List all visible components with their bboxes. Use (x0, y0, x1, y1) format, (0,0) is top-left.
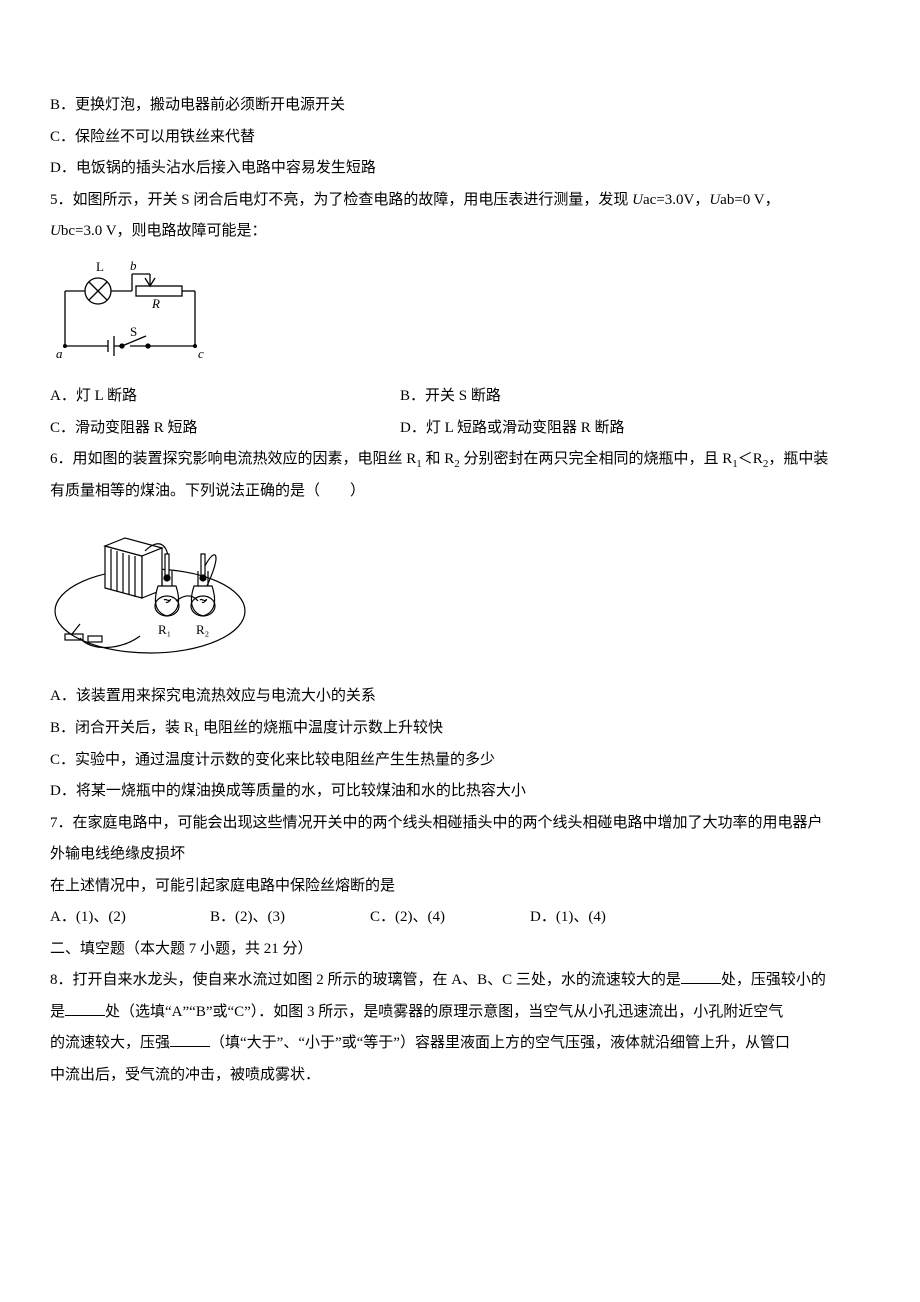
q7-line3: 在上述情况中，可能引起家庭电路中保险丝熔断的是 (50, 871, 870, 903)
q8-blank-1 (681, 969, 721, 984)
q5-line2-suffix: ，则电路故障可能是： (117, 223, 267, 239)
q6-stem-line2: 有质量相等的煤油。下列说法正确的是（ ） (50, 476, 870, 508)
circuit-label-l: L (96, 259, 104, 274)
q6-option-c: C．实验中，通过温度计示数的变化来比较电阻丝产生生热量的多少 (50, 745, 870, 777)
q6-stem-line1: 6．用如图的装置探究影响电流热效应的因素，电阻丝 R1 和 R2 分别密封在两只… (50, 444, 870, 476)
q5-ubc-value: bc=3.0 V (61, 223, 117, 239)
q8-l3-suffix: （填“大于”、“小于”或“等于”）容器里液面上方的空气压强，液体就沿细管上升，从… (210, 1035, 790, 1051)
q6-option-a: A．该装置用来探究电流热效应与电流大小的关系 (50, 681, 870, 713)
q7-line1: 7．在家庭电路中，可能会出现这些情况开关中的两个线头相碰插头中的两个线头相碰电路… (50, 808, 870, 840)
q5-uab-value: ab=0 V， (720, 192, 779, 208)
q7-option-c: C．(2)、(4) (370, 902, 530, 934)
q8-line2: 是 处（选填“A”“B”或“C”）．如图 3 所示，是喷雾器的原理示意图，当空气从… (50, 997, 870, 1029)
q8-line4: 中流出后，受气流的冲击，被喷成雾状． (50, 1060, 870, 1092)
q6-stem-mid3: ＜R (738, 451, 763, 467)
q6-stem-mid1: 和 R (422, 451, 455, 467)
circuit-label-a: a (56, 346, 63, 361)
figure-label-r1: R₁ (158, 622, 171, 637)
q6-optb-prefix: B．闭合开关后，装 R (50, 720, 194, 736)
q6-stem-prefix: 6．用如图的装置探究影响电流热效应的因素，电阻丝 R (50, 451, 416, 467)
option-b-text: B．更换灯泡，搬动电器前必须断开电源开关 (50, 90, 870, 122)
q7-options: A．(1)、(2)B．(2)、(3)C．(2)、(4)D．(1)、(4) (50, 902, 870, 934)
q8-l3-prefix: 的流速较大，压强 (50, 1035, 170, 1051)
q8-l1-text: 8．打开自来水龙头，使自来水流过如图 2 所示的玻璃管，在 A、B、C 三处，水… (50, 972, 681, 988)
q5-uac-value: ac=3.0V， (643, 192, 709, 208)
option-c-text: C．保险丝不可以用铁丝来代替 (50, 122, 870, 154)
q8-blank-3 (170, 1032, 210, 1047)
q6-figure: R₁ R₂ (50, 516, 870, 674)
section-2-heading: 二、填空题（本大题 7 小题，共 21 分） (50, 934, 870, 966)
q5-ubc-symbol: U (50, 223, 61, 239)
q6-stem-mid2: 分别密封在两只完全相同的烧瓶中，且 R (460, 451, 733, 467)
q7-option-d: D．(1)、(4) (530, 902, 690, 934)
circuit-label-b: b (130, 258, 137, 273)
q8-line3: 的流速较大，压强 （填“大于”、“小于”或“等于”）容器里液面上方的空气压强，液体… (50, 1028, 870, 1060)
q8-l1-suffix: 处，压强较小的 (721, 972, 826, 988)
q5-option-a: A．灯 L 断路 (50, 381, 400, 413)
figure-label-r2: R₂ (196, 622, 209, 637)
q6-option-d: D．将某一烧瓶中的煤油换成等质量的水，可比较煤油和水的比热容大小 (50, 776, 870, 808)
q6-option-b: B．闭合开关后，装 R1 电阻丝的烧瓶中温度计示数上升较快 (50, 713, 870, 745)
q7-option-b: B．(2)、(3) (210, 902, 370, 934)
q6-optb-suffix: 电阻丝的烧瓶中温度计示数上升较快 (199, 720, 443, 736)
circuit-label-c: c (198, 346, 204, 361)
q5-circuit-figure: L b R S a c (50, 256, 870, 374)
option-d-text: D．电饭锅的插头沾水后接入电路中容易发生短路 (50, 153, 870, 185)
q7-option-a: A．(1)、(2) (50, 902, 210, 934)
q5-option-b: B．开关 S 断路 (400, 381, 870, 413)
circuit-label-s: S (130, 324, 137, 339)
q8-l2-mid: 处（选填“A”“B”或“C”）．如图 3 所示，是喷雾器的原理示意图，当空气从小… (105, 1004, 783, 1020)
q5-options-row2: C．滑动变阻器 R 短路 D．灯 L 短路或滑动变阻器 R 断路 (50, 413, 870, 445)
q5-option-c: C．滑动变阻器 R 短路 (50, 413, 400, 445)
q7-line2: 外输电线绝缘皮损坏 (50, 839, 870, 871)
q5-stem-line1: 5．如图所示，开关 S 闭合后电灯不亮，为了检查电路的故障，用电压表进行测量，发… (50, 185, 870, 217)
q5-uab-symbol: U (709, 192, 720, 208)
q8-blank-2 (65, 1001, 105, 1016)
q6-stem-suffix: ，瓶中装 (768, 451, 828, 467)
q5-stem-line2: Ubc=3.0 V，则电路故障可能是： (50, 216, 870, 248)
q5-stem-prefix: 5．如图所示，开关 S 闭合后电灯不亮，为了检查电路的故障，用电压表进行测量，发… (50, 192, 632, 208)
q5-options-row1: A．灯 L 断路 B．开关 S 断路 (50, 381, 870, 413)
q8-l2-prefix: 是 (50, 1004, 65, 1020)
q8-line1: 8．打开自来水龙头，使自来水流过如图 2 所示的玻璃管，在 A、B、C 三处，水… (50, 965, 870, 997)
circuit-label-r: R (151, 296, 160, 311)
q5-option-d: D．灯 L 短路或滑动变阻器 R 断路 (400, 413, 870, 445)
q5-uac-symbol: U (632, 192, 643, 208)
